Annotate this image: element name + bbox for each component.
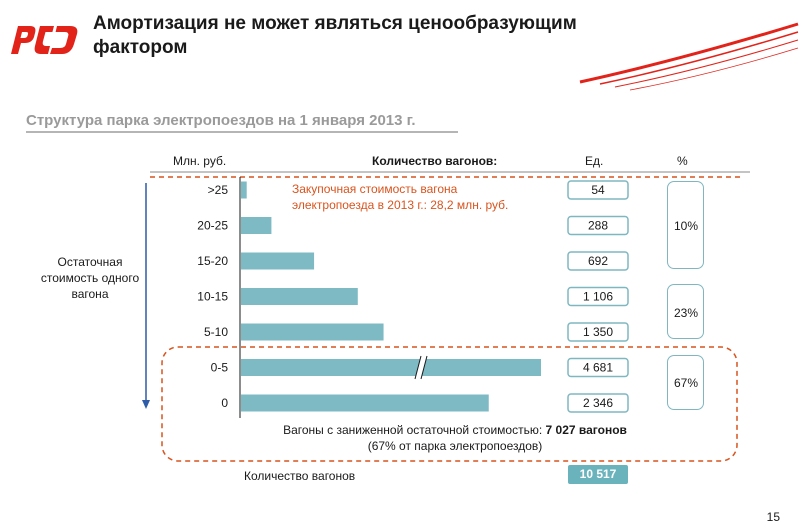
low-value-note: Вагоны с заниженной остаточной стоимость… xyxy=(250,422,660,454)
category-label: >25 xyxy=(208,183,229,197)
column-header-count: Количество вагонов: xyxy=(372,154,498,168)
value-box xyxy=(567,180,629,200)
value-box xyxy=(567,357,629,378)
bar xyxy=(241,394,489,412)
bar xyxy=(241,217,272,234)
y-axis-label: Остаточная стоимость одного вагона xyxy=(40,255,140,301)
low-value-note-text: Вагоны с заниженной остаточной стоимость… xyxy=(283,423,543,437)
direction-arrow xyxy=(142,183,150,409)
percent-label-bottom: 67% xyxy=(674,376,699,390)
value-label: 54 xyxy=(591,183,605,197)
axis-break-gap xyxy=(415,356,427,379)
percent-label-middle: 23% xyxy=(674,306,699,320)
category-label: 10-15 xyxy=(197,290,228,304)
value-label: 1 350 xyxy=(583,325,613,339)
low-value-note-sub: (67% от парка электропоездов) xyxy=(367,439,543,453)
total-label: Количество вагонов xyxy=(244,469,356,483)
low-value-group-frame xyxy=(161,346,738,462)
page-title: Амортизация не может являться ценообразу… xyxy=(93,13,577,58)
column-header-units: Ед. xyxy=(585,154,604,168)
subtitle-underline xyxy=(26,131,458,133)
column-header-percent: % xyxy=(677,154,688,168)
total-value: 10 517 xyxy=(568,465,628,484)
value-label: 1 106 xyxy=(583,290,613,304)
bar xyxy=(241,359,541,376)
bar xyxy=(241,323,384,341)
value-box xyxy=(567,251,629,271)
decorative-swoosh xyxy=(579,22,799,91)
category-label: 20-25 xyxy=(197,219,228,233)
percent-box-bottom xyxy=(667,355,704,410)
value-box xyxy=(567,215,629,236)
column-header-mln: Млн. руб. xyxy=(173,154,227,168)
percent-box-top xyxy=(667,181,704,269)
percent-label-top: 10% xyxy=(674,219,699,233)
value-label: 4 681 xyxy=(583,361,613,375)
value-box xyxy=(567,286,629,307)
category-label: 15-20 xyxy=(197,254,228,268)
value-label: 2 346 xyxy=(583,396,613,410)
rzd-logo xyxy=(11,26,78,54)
bar xyxy=(241,252,315,270)
category-label: 0-5 xyxy=(211,361,229,375)
page-number: 15 xyxy=(766,510,780,524)
category-label: 5-10 xyxy=(204,325,228,339)
purchase-cost-annotation: Закупочная стоимость вагона электропоезд… xyxy=(292,182,509,212)
value-box xyxy=(567,393,629,413)
bar xyxy=(241,181,247,199)
category-label: 0 xyxy=(221,396,228,410)
value-label: 288 xyxy=(588,219,608,233)
percent-box-middle xyxy=(667,284,704,339)
axis-break-mark xyxy=(414,355,422,380)
bar xyxy=(241,288,358,305)
value-box xyxy=(567,322,629,342)
value-label: 692 xyxy=(588,254,608,268)
low-value-note-value: 7 027 вагонов xyxy=(545,423,627,437)
axis-break-mark xyxy=(420,355,428,380)
chart-subtitle: Структура парка электропоездов на 1 янва… xyxy=(26,112,416,129)
